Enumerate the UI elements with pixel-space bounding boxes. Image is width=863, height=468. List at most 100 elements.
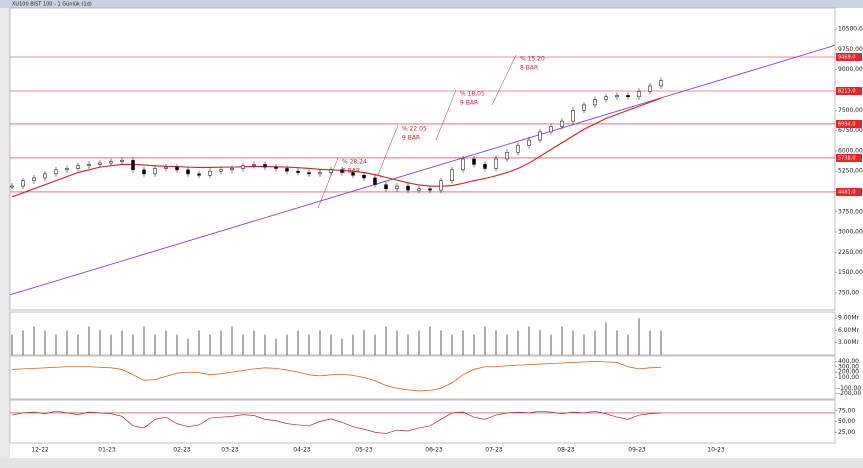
level-label: 5738,0 bbox=[838, 155, 856, 161]
x-tick-label: 09-23 bbox=[628, 447, 646, 454]
candle bbox=[274, 166, 278, 169]
candle bbox=[450, 169, 454, 181]
y-tick-label: 100,00 bbox=[838, 374, 859, 381]
candle bbox=[417, 188, 421, 191]
candle bbox=[252, 164, 256, 167]
level-box bbox=[836, 119, 862, 128]
candle bbox=[384, 184, 388, 190]
candle bbox=[483, 164, 487, 169]
candle bbox=[461, 158, 465, 171]
y-tick-label: 5250,00 bbox=[838, 168, 863, 175]
volume-panel bbox=[9, 311, 836, 356]
candle bbox=[230, 168, 234, 171]
annotation-line bbox=[491, 54, 517, 106]
candle bbox=[549, 126, 553, 133]
level-box bbox=[836, 153, 862, 162]
y-tick-label: 10500,00 bbox=[838, 26, 863, 33]
candle bbox=[395, 185, 399, 190]
level-box bbox=[836, 187, 862, 196]
y-tick-label: 1500,00 bbox=[838, 269, 863, 276]
candle bbox=[340, 169, 344, 173]
y-tick-label: 750,00 bbox=[838, 289, 859, 296]
candle bbox=[142, 169, 146, 175]
candle bbox=[318, 172, 322, 175]
y-tick-label: 6750,00 bbox=[838, 127, 863, 134]
window-title: XU100 BIST 100 - 1 Günlük (1d) bbox=[12, 2, 92, 8]
y-tick-label: 2250,00 bbox=[838, 249, 863, 256]
candle bbox=[406, 185, 410, 191]
candle bbox=[263, 164, 267, 168]
candle bbox=[175, 166, 179, 171]
x-tick-label: 06-23 bbox=[425, 447, 443, 454]
y-tick-label: 7500,00 bbox=[838, 107, 863, 114]
candle bbox=[307, 172, 311, 175]
candle bbox=[516, 145, 520, 153]
candle bbox=[560, 120, 564, 127]
main-panel bbox=[9, 7, 836, 311]
candle bbox=[65, 168, 69, 171]
level-box bbox=[836, 86, 862, 95]
moving-average bbox=[11, 97, 662, 198]
level-label: 4481,0 bbox=[838, 189, 856, 195]
candle bbox=[186, 169, 190, 175]
candle bbox=[98, 162, 102, 165]
x-tick-label: 08-23 bbox=[557, 447, 575, 454]
osc1-line bbox=[11, 360, 662, 392]
annotation-line bbox=[317, 157, 339, 209]
candle bbox=[582, 104, 586, 111]
title-bar bbox=[0, 0, 863, 8]
annotation-pct: % 15.20 bbox=[520, 56, 545, 63]
x-tick-label: 03-23 bbox=[221, 447, 239, 454]
trend-line bbox=[9, 44, 836, 296]
candle bbox=[21, 180, 25, 187]
candle bbox=[648, 85, 652, 92]
candle bbox=[120, 160, 124, 162]
y-tick-label: 50,00 bbox=[838, 418, 855, 425]
bottom-toolbar bbox=[0, 458, 863, 468]
y-tick-label: 3750,00 bbox=[838, 208, 863, 215]
candle bbox=[329, 169, 333, 173]
candle bbox=[571, 110, 575, 122]
y-tick-label: 75,00 bbox=[838, 407, 855, 414]
candle bbox=[439, 180, 443, 191]
candle bbox=[10, 185, 14, 188]
candle bbox=[373, 177, 377, 185]
annotation-line bbox=[377, 124, 399, 176]
candle bbox=[615, 95, 619, 98]
x-tick-label: 01-23 bbox=[98, 447, 116, 454]
annotation-line bbox=[435, 89, 457, 141]
osc1-panel bbox=[9, 355, 836, 400]
level-label: 6994,0 bbox=[838, 121, 856, 127]
annotation-bars: 9 BAR bbox=[402, 135, 420, 142]
candle bbox=[593, 99, 597, 106]
candle bbox=[538, 131, 542, 141]
candle bbox=[109, 161, 113, 164]
candle bbox=[54, 169, 58, 175]
y-tick-label: 3.00Mr bbox=[838, 339, 860, 346]
candle bbox=[32, 177, 36, 181]
candle bbox=[219, 169, 223, 172]
candle bbox=[527, 139, 531, 146]
annotation-pct: % 18.05 bbox=[460, 91, 485, 98]
x-tick-label: 07-23 bbox=[485, 447, 503, 454]
annotation-bars: 8 BAR bbox=[520, 65, 538, 72]
candle bbox=[208, 170, 212, 176]
x-tick-label: 05-23 bbox=[355, 447, 373, 454]
candle bbox=[494, 158, 498, 169]
candle bbox=[164, 166, 168, 169]
candle bbox=[626, 95, 630, 98]
left-toolbar bbox=[0, 8, 10, 458]
y-tick-label: 6000,00 bbox=[838, 147, 863, 154]
candle bbox=[241, 165, 245, 169]
y-tick-label: 9000,00 bbox=[838, 66, 863, 73]
candle bbox=[197, 173, 201, 176]
x-tick-label: 10-23 bbox=[707, 447, 725, 454]
candle bbox=[285, 168, 289, 172]
candle bbox=[131, 160, 135, 171]
candle bbox=[296, 170, 300, 173]
candle bbox=[153, 168, 157, 175]
candle bbox=[505, 151, 509, 160]
y-tick-label: -100,00 bbox=[838, 385, 861, 392]
candle bbox=[637, 91, 641, 98]
